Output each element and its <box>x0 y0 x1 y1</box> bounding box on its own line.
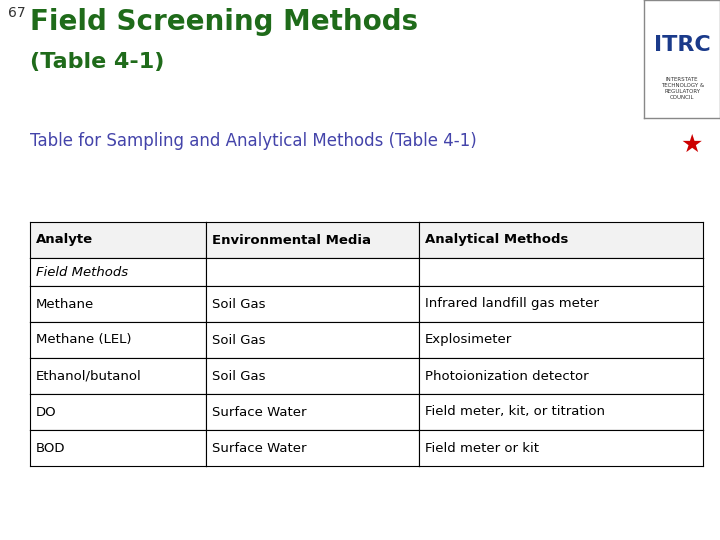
Text: Ethanol/butanol: Ethanol/butanol <box>36 369 142 382</box>
Text: Analyte: Analyte <box>36 233 93 246</box>
Text: Field Screening Methods: Field Screening Methods <box>30 8 418 36</box>
Text: INTERSTATE
TECHNOLOGY &
REGULATORY
COUNCIL: INTERSTATE TECHNOLOGY & REGULATORY COUNC… <box>660 77 704 100</box>
Text: DO: DO <box>36 406 57 419</box>
Text: Soil Gas: Soil Gas <box>212 334 266 347</box>
Text: BOD: BOD <box>36 442 66 455</box>
Text: Surface Water: Surface Water <box>212 442 307 455</box>
Text: Environmental Media: Environmental Media <box>212 233 372 246</box>
Text: (Table 4-1): (Table 4-1) <box>30 52 164 72</box>
Text: Field Methods: Field Methods <box>36 266 128 279</box>
Text: Methane: Methane <box>36 298 94 310</box>
Text: Explosimeter: Explosimeter <box>425 334 512 347</box>
Text: Field meter, kit, or titration: Field meter, kit, or titration <box>425 406 605 419</box>
Text: Soil Gas: Soil Gas <box>212 369 266 382</box>
Text: ★: ★ <box>680 133 703 157</box>
Text: Infrared landfill gas meter: Infrared landfill gas meter <box>425 298 598 310</box>
Text: ITRC: ITRC <box>654 35 711 55</box>
Text: Photoionization detector: Photoionization detector <box>425 369 588 382</box>
Text: Table for Sampling and Analytical Methods (Table 4-1): Table for Sampling and Analytical Method… <box>30 132 477 150</box>
Text: Surface Water: Surface Water <box>212 406 307 419</box>
Text: Soil Gas: Soil Gas <box>212 298 266 310</box>
Text: 67: 67 <box>8 6 26 20</box>
Text: Analytical Methods: Analytical Methods <box>425 233 568 246</box>
Text: Methane (LEL): Methane (LEL) <box>36 334 132 347</box>
Text: Field meter or kit: Field meter or kit <box>425 442 539 455</box>
